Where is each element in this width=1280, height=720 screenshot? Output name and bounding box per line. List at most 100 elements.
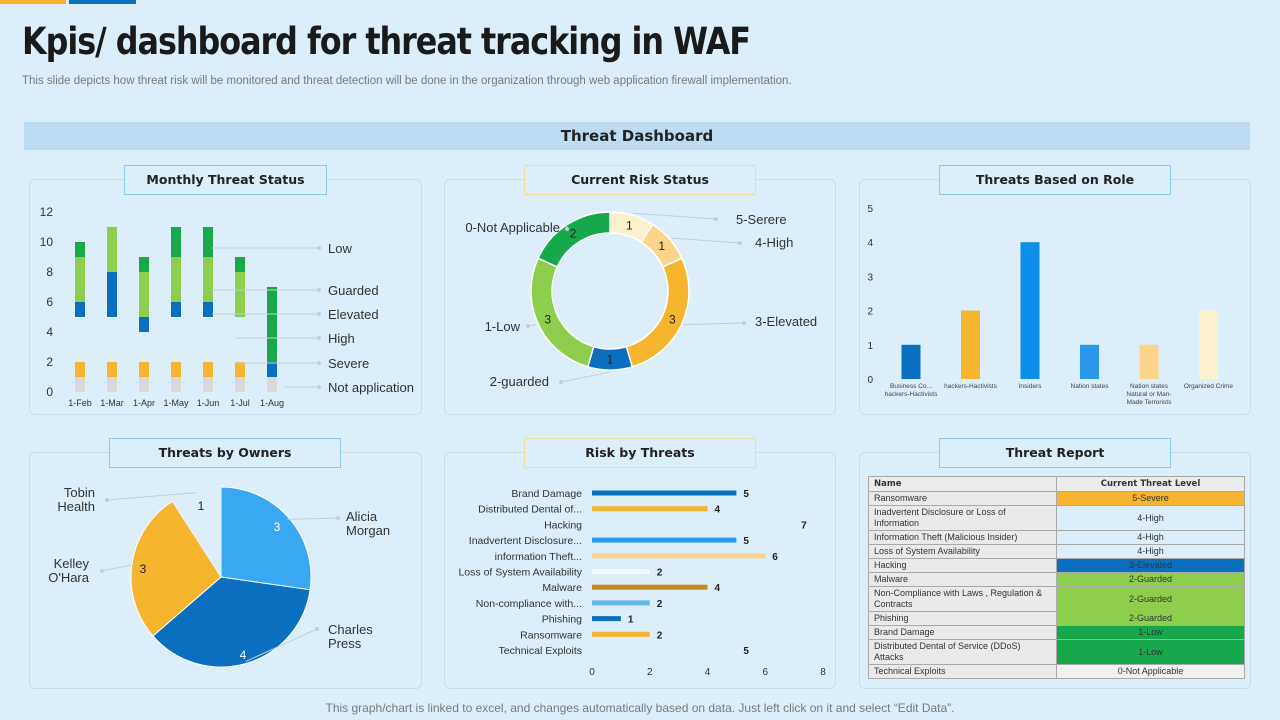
pie-label-line: Kelley <box>54 556 90 571</box>
donut-leader-dot <box>526 324 530 328</box>
x-tick-label: 4 <box>705 667 711 678</box>
column-header-name: Name <box>868 476 1057 492</box>
y-tick-label: Brand Damage <box>511 488 582 500</box>
bar-not-application-1-apr <box>139 377 149 392</box>
table-header-row: Name Current Threat Level <box>868 476 1245 492</box>
pie-slice-charles-press <box>152 576 311 668</box>
donut-value-label: 3 <box>544 312 551 326</box>
dashboard-header: Threat Dashboard <box>24 122 1250 150</box>
table-row: Non-Compliance with Laws , Regulation & … <box>868 586 1245 612</box>
threat-name-cell: Distributed Dental of Service (DDoS) Att… <box>868 639 1057 665</box>
bar-elevated-1-may <box>171 302 181 317</box>
threat-level-cell: 4-High <box>1056 530 1245 545</box>
y-tick-label: 0 <box>46 385 53 399</box>
bar-low-1-may <box>171 227 181 257</box>
y-tick-label: information Theft... <box>495 551 582 563</box>
role-bar-nation-states-natural-or-man-made-terrorists <box>1139 344 1159 379</box>
role-bar-organized-crime <box>1199 310 1218 379</box>
y-tick-label: Non-compliance with... <box>476 598 582 610</box>
donut-leader-dot <box>565 227 569 231</box>
threat-level-cell: 1-Low <box>1056 639 1245 665</box>
bar-severe-1-jun <box>203 362 213 377</box>
hbar-hacking <box>592 521 795 527</box>
hbar-non-compliance-with <box>592 600 650 606</box>
column-header-level: Current Threat Level <box>1056 476 1245 492</box>
bar-low-1-jul <box>235 257 245 272</box>
pie-slice-tobin-health <box>172 487 221 577</box>
x-tick-label: hackers-Hactivists <box>885 391 938 398</box>
bar-elevated-1-feb <box>75 302 85 317</box>
pie-value-label: 3 <box>140 562 147 576</box>
hbar-brand-damage <box>592 490 737 496</box>
hbar-value-label: 2 <box>657 630 663 641</box>
threat-name-cell: Information Theft (Malicious Insider) <box>868 530 1057 545</box>
y-tick-label: Ransomware <box>520 629 582 641</box>
table-row: Loss of System Availability 4-High <box>868 544 1245 559</box>
footer-note: This graph/chart is linked to excel, and… <box>325 701 955 715</box>
bar-not-application-1-jun <box>203 377 213 392</box>
bar-high-1-jul <box>235 317 245 362</box>
bar-high-1-may <box>171 317 181 362</box>
donut-value-label: 1 <box>626 218 633 232</box>
bar-low-1-apr <box>139 257 149 272</box>
hbar-ransomware <box>592 631 650 637</box>
threat-name-cell: Non-Compliance with Laws , Regulation & … <box>868 586 1057 612</box>
current-risk-status-chart: 1 5-Serere 1 4-High 3 3-Elevated 1 2-guarded 3 1-… <box>465 211 817 389</box>
pie-slice-alicia-morgan <box>220 486 312 591</box>
bar-high-1-feb <box>75 317 85 362</box>
y-tick-label: 8 <box>46 265 53 279</box>
x-tick-label: 6 <box>762 667 768 678</box>
hbar-value-label: 5 <box>743 489 749 500</box>
threats-by-owners-title: Threats by Owners <box>109 438 341 468</box>
y-tick-label: 2 <box>46 355 53 369</box>
donut-value-label: 2 <box>570 226 577 240</box>
legend-dot <box>317 361 321 365</box>
donut-label-5-serere: 5-Serere <box>736 212 787 227</box>
accent-bar-blue <box>69 0 136 4</box>
donut-leader <box>671 237 741 244</box>
bar-elevated-1-jun <box>203 302 213 317</box>
y-tick-label: Technical Exploits <box>499 645 582 657</box>
bar-guarded-1-mar <box>107 227 117 272</box>
donut-slice-1-low <box>530 257 595 368</box>
page-title: Kpis/ dashboard for threat tracking in W… <box>22 20 751 63</box>
donut-label-0-not-applicable: 0-Not Applicable <box>465 220 560 235</box>
x-tick-label: 1-Apr <box>133 398 155 408</box>
threat-level-cell: 0-Not Applicable <box>1056 664 1245 679</box>
accent-bar-orange <box>0 0 66 4</box>
role-bar-insiders <box>1020 242 1040 379</box>
y-tick-label: 10 <box>40 235 54 249</box>
pie-label-line: Alicia <box>346 509 378 524</box>
y-tick-label: 4 <box>46 325 53 339</box>
legend-guarded: Guarded <box>328 283 379 298</box>
pie-leader <box>287 517 339 520</box>
x-tick-label: 1-Jun <box>197 398 220 408</box>
x-tick-label: hackers-Hactivists <box>944 383 997 390</box>
donut-leader <box>560 371 611 383</box>
pie-leader <box>106 492 197 501</box>
bar-not-application-1-aug <box>267 377 277 392</box>
panel-monthly-threat-status <box>29 179 422 415</box>
bar-low-1-aug <box>267 287 277 362</box>
hbar-value-label: 2 <box>657 599 663 610</box>
hbar-inadvertent-disclosure <box>592 537 737 543</box>
hbar-distributed-dental-of <box>592 506 708 512</box>
pie-label-line: O'Hara <box>48 570 90 585</box>
bar-not-application-1-mar <box>107 377 117 392</box>
x-tick-label: 2 <box>647 667 653 678</box>
threat-level-cell: 1-Low <box>1056 625 1245 640</box>
legend-not-application: Not application <box>328 380 414 395</box>
threat-level-cell: 3-Elevated <box>1056 558 1245 573</box>
role-bar-nation-states <box>1080 344 1099 379</box>
y-tick-label: 12 <box>40 205 54 219</box>
x-tick-label: 8 <box>820 667 826 678</box>
panel-threats-based-on-role <box>859 179 1251 415</box>
hbar-malware <box>592 584 708 590</box>
legend-elevated: Elevated <box>328 307 379 322</box>
donut-value-label: 1 <box>658 239 665 253</box>
y-tick-label: 4 <box>867 238 873 249</box>
role-bar-business-co-hackers-hactivists <box>901 344 921 379</box>
bar-high-1-mar <box>107 317 117 362</box>
donut-label-1-low: 1-Low <box>485 319 521 334</box>
donut-slice-0-not-applicable <box>537 211 611 268</box>
